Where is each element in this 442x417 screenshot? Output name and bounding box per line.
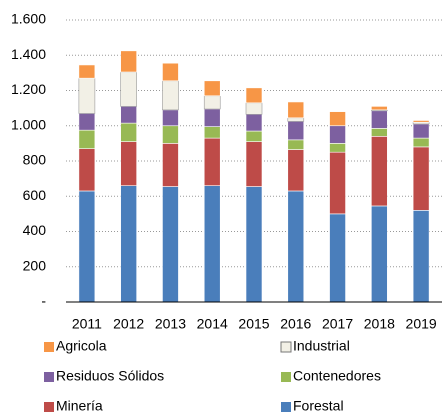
legend-swatch <box>44 342 54 352</box>
bar-segment <box>203 80 221 97</box>
bar-segment <box>78 129 96 149</box>
legend-swatch <box>44 372 54 382</box>
y-tick-label: 1.600 <box>11 11 46 27</box>
bar-segment <box>287 149 305 192</box>
x-tick-label: 2016 <box>280 316 311 332</box>
bar-segment <box>120 106 137 124</box>
bar-segment <box>287 121 305 141</box>
bar-segment <box>162 109 179 127</box>
legend-label: Forestal <box>293 398 344 414</box>
bar-segment <box>245 113 263 132</box>
x-tick-label: 2018 <box>364 316 395 332</box>
bar-segment <box>162 186 179 303</box>
bar-segment <box>371 110 388 129</box>
legend-label: Residuos Sólidos <box>56 368 164 384</box>
bar-segment <box>78 190 96 303</box>
bar-segment <box>203 137 221 186</box>
x-tick-label: 2013 <box>155 316 186 332</box>
bar-segment <box>329 151 346 215</box>
bar-segment <box>371 205 388 303</box>
bar-segment <box>120 141 137 186</box>
bar-segment <box>162 125 179 144</box>
bar-segment <box>287 139 305 150</box>
bar-segment <box>78 64 96 79</box>
bar-segment <box>120 71 137 107</box>
bar-segment <box>412 210 430 303</box>
bar-segment <box>203 185 221 303</box>
x-tick-label: 2012 <box>113 316 144 332</box>
bar-segment <box>412 146 430 211</box>
y-tick-label: 1.000 <box>11 116 46 132</box>
bar-segment <box>412 123 430 139</box>
legend-label: Contenedores <box>293 368 381 384</box>
bar-segment <box>245 130 263 142</box>
bar-segment <box>162 80 179 111</box>
y-tick-label: - <box>41 293 46 309</box>
x-tick-label: 2011 <box>72 316 102 332</box>
bar-segment <box>245 102 263 115</box>
bar-segment <box>412 120 430 123</box>
bar-segment <box>203 108 221 127</box>
y-tick-label: 600 <box>23 187 47 203</box>
bar-segment <box>329 143 346 153</box>
legend-swatch <box>281 372 291 382</box>
y-tick-label: 800 <box>23 152 47 168</box>
bar-segment <box>371 106 388 111</box>
legend-swatch <box>44 402 54 412</box>
bar-segment <box>78 148 96 192</box>
bar-segment <box>162 143 179 187</box>
bar-segment <box>412 137 430 148</box>
bar-segment <box>120 185 137 303</box>
y-tick-label: 200 <box>23 257 47 273</box>
bar-segment <box>203 126 221 139</box>
x-tick-label: 2019 <box>406 316 437 332</box>
y-tick-label: 1.200 <box>11 81 46 97</box>
bar-segment <box>371 128 388 137</box>
bar-segment <box>287 101 305 119</box>
y-tick-label: 1.400 <box>11 46 46 62</box>
x-tick-label: 2014 <box>197 316 228 332</box>
bar-segment <box>329 213 346 303</box>
bar-segment <box>78 113 96 131</box>
bar-segment <box>371 136 388 207</box>
bar-segment <box>120 50 137 73</box>
x-tick-label: 2015 <box>238 316 269 332</box>
legend-label: Agricola <box>56 338 107 354</box>
bar-segment <box>245 186 263 303</box>
legend-label: Industrial <box>293 338 350 354</box>
bar-segment <box>329 125 346 144</box>
bar-segment <box>203 95 221 110</box>
bar-segment <box>78 77 96 114</box>
bar-segment <box>287 190 305 303</box>
bar-segment <box>245 141 263 187</box>
x-tick-label: 2017 <box>322 316 353 332</box>
legend-swatch <box>281 402 291 412</box>
bar-segment <box>245 87 263 104</box>
bar-segment <box>329 111 346 127</box>
y-tick-label: 400 <box>23 222 47 238</box>
bar-segment <box>120 122 137 142</box>
legend-label: Minería <box>56 398 103 414</box>
bar-segment <box>162 62 179 82</box>
legend-swatch <box>280 341 292 353</box>
bar-segment <box>287 117 305 122</box>
